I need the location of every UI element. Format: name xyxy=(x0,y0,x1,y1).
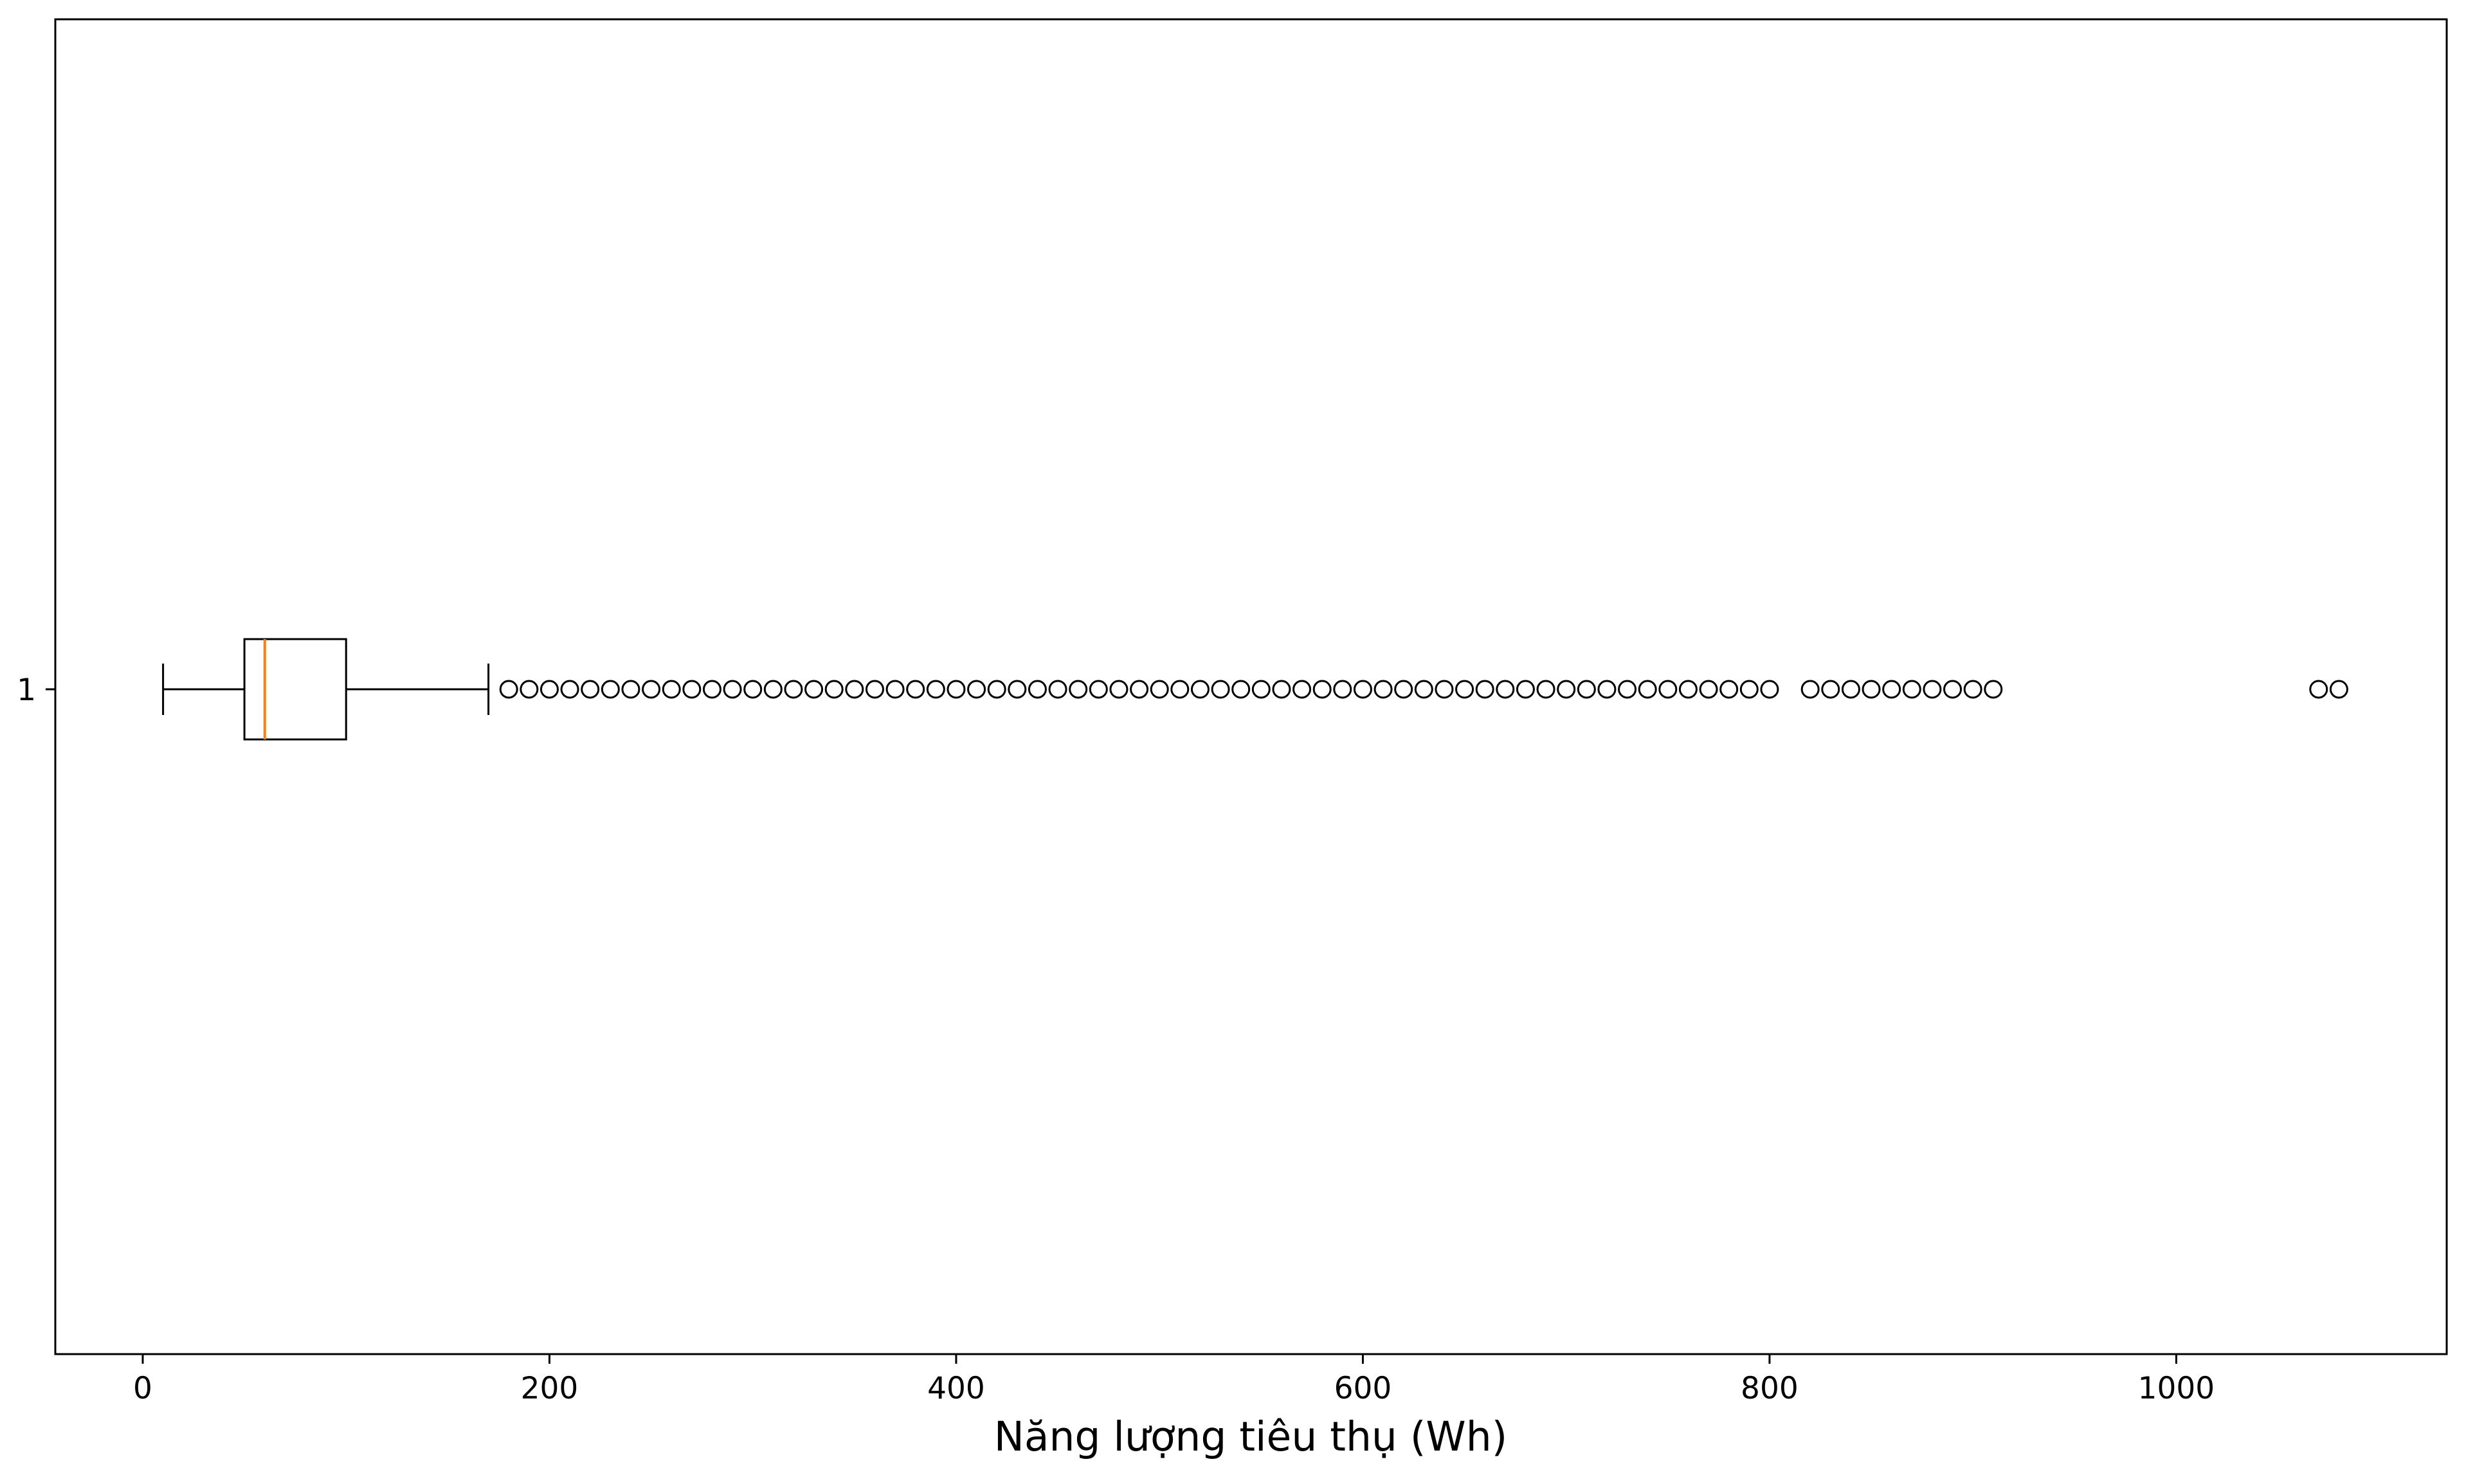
outlier-point xyxy=(1943,680,1963,699)
outlier-point xyxy=(1435,680,1454,699)
outlier-point xyxy=(1862,680,1881,699)
outlier-point xyxy=(1536,680,1555,699)
outlier-point xyxy=(1170,680,1190,699)
outlier-point xyxy=(763,680,783,699)
outlier-point xyxy=(1190,680,1210,699)
axes-frame xyxy=(54,18,2448,1355)
outlier-point xyxy=(1211,680,1230,699)
outlier-point xyxy=(926,680,945,699)
outlier-point xyxy=(947,680,966,699)
outlier-point xyxy=(1963,680,1982,699)
x-axis-ticks: 0 200 400 600 800 1000 xyxy=(133,1354,2215,1406)
x-axis-label: Năng lượng tiêu thụ (Wh) xyxy=(994,1413,1507,1460)
outlier-point xyxy=(682,680,702,699)
outlier-point xyxy=(1089,680,1108,699)
outlier-point xyxy=(1699,680,1718,699)
outlier-point xyxy=(499,680,518,699)
outlier-point xyxy=(1475,680,1494,699)
x-tick-label: 1000 xyxy=(2138,1371,2215,1406)
outlier-point xyxy=(539,680,559,699)
outlier-point xyxy=(1109,680,1129,699)
outlier-point xyxy=(1618,680,1637,699)
outlier-point xyxy=(845,680,864,699)
outlier-point xyxy=(642,680,661,699)
outlier-point xyxy=(824,680,844,699)
outlier-point xyxy=(2329,680,2348,699)
outlier-point xyxy=(1577,680,1596,699)
outlier-point xyxy=(865,680,884,699)
outlier-point xyxy=(662,680,681,699)
outlier-point xyxy=(621,680,640,699)
outlier-point xyxy=(1882,680,1901,699)
outlier-point xyxy=(1678,680,1698,699)
outlier-point xyxy=(560,680,579,699)
outlier-point xyxy=(581,680,600,699)
x-tick-label: 600 xyxy=(1334,1371,1392,1406)
outlier-point xyxy=(1394,680,1413,699)
x-tick-label: 800 xyxy=(1741,1371,1799,1406)
outlier-point xyxy=(1130,680,1149,699)
outlier-point xyxy=(1923,680,1942,699)
plot-layer xyxy=(162,638,2348,741)
outlier-point xyxy=(804,680,824,699)
outlier-point xyxy=(1719,680,1739,699)
outlier-point xyxy=(1821,680,1840,699)
outlier-point xyxy=(2309,680,2328,699)
outlier-point xyxy=(1292,680,1312,699)
outlier-point xyxy=(1597,680,1617,699)
outlier-point xyxy=(1069,680,1088,699)
outlier-point xyxy=(1231,680,1251,699)
outlier-point xyxy=(1557,680,1576,699)
outlier-point xyxy=(1312,680,1332,699)
y-axis-ticks: 1 xyxy=(17,673,55,708)
outlier-point xyxy=(1374,680,1393,699)
outlier-point xyxy=(1272,680,1291,699)
outlier-point xyxy=(1353,680,1372,699)
x-tick-label: 200 xyxy=(521,1371,579,1406)
outlier-point xyxy=(1658,680,1678,699)
outlier-point xyxy=(1739,680,1759,699)
outlier-point xyxy=(1516,680,1535,699)
x-tick-label: 400 xyxy=(927,1371,985,1406)
outlier-point xyxy=(1760,680,1779,699)
outlier-point xyxy=(1841,680,1860,699)
x-tick-label: 0 xyxy=(133,1371,152,1406)
outlier-point xyxy=(1251,680,1271,699)
iqr-box xyxy=(243,638,347,741)
outlier-point xyxy=(1008,680,1027,699)
outlier-point xyxy=(906,680,925,699)
outlier-point xyxy=(987,680,1006,699)
outlier-point xyxy=(520,680,539,699)
outlier-point xyxy=(967,680,986,699)
outlier-point xyxy=(1496,680,1515,699)
y-tick-label: 1 xyxy=(17,673,36,708)
outlier-point xyxy=(1333,680,1352,699)
outlier-point xyxy=(1800,680,1820,699)
outlier-point xyxy=(723,680,742,699)
outlier-point xyxy=(1984,680,2003,699)
outlier-point xyxy=(1902,680,1921,699)
outlier-point xyxy=(784,680,803,699)
outlier-point xyxy=(1028,680,1047,699)
outlier-point xyxy=(702,680,721,699)
outlier-point xyxy=(1048,680,1067,699)
outlier-point xyxy=(1150,680,1169,699)
outlier-point xyxy=(1455,680,1474,699)
outlier-point xyxy=(601,680,620,699)
outlier-point xyxy=(885,680,905,699)
outlier-point xyxy=(1638,680,1657,699)
outlier-point xyxy=(743,680,763,699)
outlier-point xyxy=(1414,680,1433,699)
